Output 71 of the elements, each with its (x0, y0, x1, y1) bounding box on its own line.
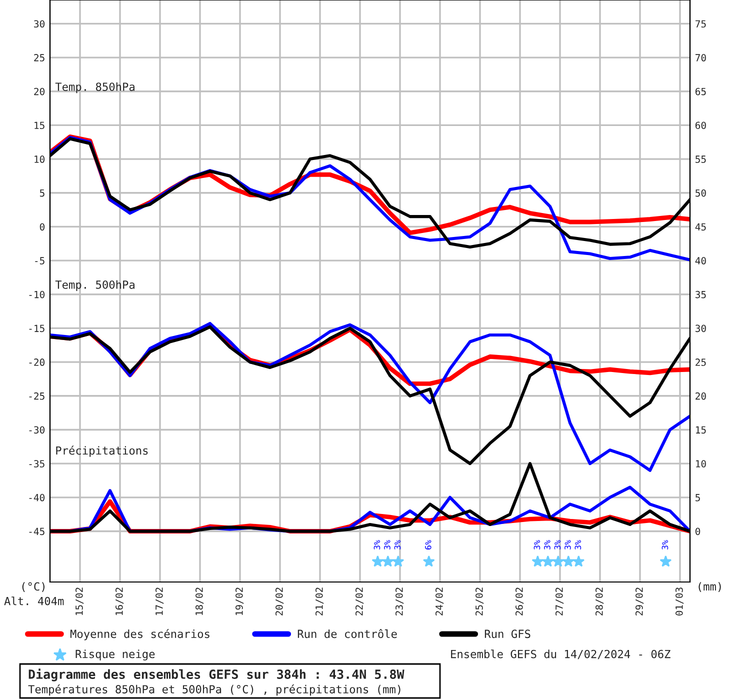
y-tick-label: 10 (34, 156, 45, 163)
text: Risque neige (76, 650, 155, 660)
y-tick-label: 20 (34, 88, 45, 96)
y2-tick-label: 15 (696, 426, 706, 434)
y2-tick-label: 55 (696, 156, 706, 163)
y2-tick-label: 30 (696, 324, 706, 332)
y-tick-label: -10 (29, 290, 45, 298)
annotation: 3% (564, 540, 571, 550)
y-tick-label: 0 (40, 223, 45, 231)
x-tick-label: 23/02 (395, 588, 404, 616)
y2-tick-label: 5 (696, 494, 700, 502)
annotation: 3% (574, 540, 582, 550)
y-tick-label: 15 (34, 122, 44, 130)
y2-tick-label: 10 (696, 460, 706, 468)
annotation: 6% (425, 540, 432, 550)
x-tick-label: 18/02 (195, 588, 204, 615)
y-tick-label: -20 (29, 358, 45, 366)
y2-tick-label: 50 (696, 189, 706, 197)
x-tick-label: 27/02 (555, 588, 564, 616)
y2-tick-label: 70 (696, 54, 706, 62)
y-tick-label: -15 (29, 324, 44, 332)
annotation: 3% (384, 540, 390, 550)
legend-label: Run de contrôle (298, 629, 397, 638)
y2-tick-label: 65 (695, 88, 706, 96)
x-tick-label: 17/02 (155, 588, 164, 615)
x-tick-label: 16/02 (115, 588, 124, 615)
y2-tick-label: 35 (696, 290, 706, 298)
y-tick-label: 5 (40, 190, 44, 197)
annotation: Précipitations (56, 446, 148, 457)
annotation: 3% (394, 540, 401, 550)
y2-tick-label: 25 (696, 358, 706, 366)
y-tick-label: 25 (34, 54, 44, 62)
y-tick-label: -30 (29, 426, 45, 434)
y-tick-label: -45 (29, 528, 44, 536)
x-tick-label: 25/02 (475, 588, 484, 616)
annotation: 3% (554, 540, 561, 550)
annotation: Temp. 850hPa (55, 82, 134, 94)
x-tick-label: 20/02 (275, 588, 284, 616)
y2-tick-label: 75 (696, 20, 706, 28)
text: Alt. 404m (4, 596, 64, 606)
y-tick-label: -5 (35, 257, 44, 264)
legend-label: Moyenne des scénarios (70, 629, 210, 640)
text: Températures 850hPa et 500hPa (°C) , précipitations (mm) (28, 684, 400, 696)
x-tick-label: 29/02 (635, 588, 644, 616)
annotation: 3% (534, 540, 540, 550)
x-tick-label: 22/02 (355, 588, 364, 616)
y2-axis-title: (mm) (698, 582, 721, 592)
y2-tick-label: 20 (696, 392, 706, 400)
text: Diagramme des ensembles GEFS sur 384h : 43.4N 5.8W (28, 668, 404, 682)
y-axis-title: (°C) (22, 582, 44, 592)
legend-label: Run GFS (484, 630, 530, 638)
annotation: 3% (374, 540, 380, 550)
y2-tick-label: 40 (695, 257, 706, 264)
y-tick-label: -35 (29, 460, 44, 468)
y2-tick-label: 0 (695, 528, 700, 536)
x-tick-label: 15/02 (75, 588, 84, 615)
y-tick-label: 30 (34, 20, 45, 28)
y-tick-label: -25 (29, 392, 44, 400)
y2-tick-label: 45 (695, 223, 706, 231)
text: Ensemble GEFS du 14/02/2024 - 06Z (451, 650, 670, 660)
x-tick-label: 28/02 (595, 588, 604, 616)
annotation: Temp. 500hPa (55, 280, 134, 291)
x-tick-label: 21/02 (315, 588, 324, 616)
y-tick-label: -40 (29, 494, 45, 502)
x-tick-label: 01/03 (675, 588, 684, 616)
x-tick-label: 26/02 (515, 588, 524, 616)
x-tick-label: 19/02 (235, 588, 244, 615)
x-tick-label: 24/02 (435, 588, 444, 616)
annotation: 3% (544, 540, 550, 550)
y2-tick-label: 60 (695, 122, 706, 130)
annotation: 3% (662, 540, 668, 550)
